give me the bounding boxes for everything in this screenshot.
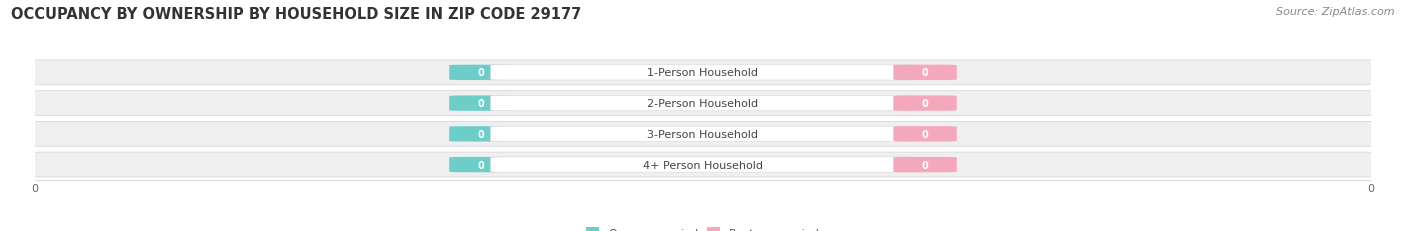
Text: 2-Person Household: 2-Person Household — [647, 99, 759, 109]
Text: 4+ Person Household: 4+ Person Household — [643, 160, 763, 170]
FancyBboxPatch shape — [491, 127, 915, 142]
FancyBboxPatch shape — [32, 61, 1374, 85]
Text: 3-Person Household: 3-Person Household — [648, 129, 758, 139]
FancyBboxPatch shape — [449, 96, 513, 111]
Text: 0: 0 — [478, 68, 484, 78]
Text: 0: 0 — [478, 160, 484, 170]
FancyBboxPatch shape — [449, 157, 513, 173]
FancyBboxPatch shape — [893, 96, 956, 111]
FancyBboxPatch shape — [449, 127, 513, 142]
FancyBboxPatch shape — [893, 157, 956, 173]
Text: 0: 0 — [478, 129, 484, 139]
FancyBboxPatch shape — [491, 157, 915, 173]
Text: 0: 0 — [922, 160, 928, 170]
FancyBboxPatch shape — [32, 152, 1374, 177]
FancyBboxPatch shape — [32, 122, 1374, 147]
Text: 0: 0 — [922, 99, 928, 109]
Text: 1-Person Household: 1-Person Household — [648, 68, 758, 78]
Text: 0: 0 — [478, 99, 484, 109]
Text: Source: ZipAtlas.com: Source: ZipAtlas.com — [1277, 7, 1395, 17]
Text: 0: 0 — [922, 129, 928, 139]
FancyBboxPatch shape — [491, 65, 915, 81]
FancyBboxPatch shape — [32, 91, 1374, 116]
FancyBboxPatch shape — [491, 96, 915, 111]
Legend: Owner-occupied, Renter-occupied: Owner-occupied, Renter-occupied — [581, 223, 825, 231]
FancyBboxPatch shape — [893, 127, 956, 142]
Text: OCCUPANCY BY OWNERSHIP BY HOUSEHOLD SIZE IN ZIP CODE 29177: OCCUPANCY BY OWNERSHIP BY HOUSEHOLD SIZE… — [11, 7, 582, 22]
Text: 0: 0 — [922, 68, 928, 78]
FancyBboxPatch shape — [449, 65, 513, 81]
FancyBboxPatch shape — [893, 65, 956, 81]
